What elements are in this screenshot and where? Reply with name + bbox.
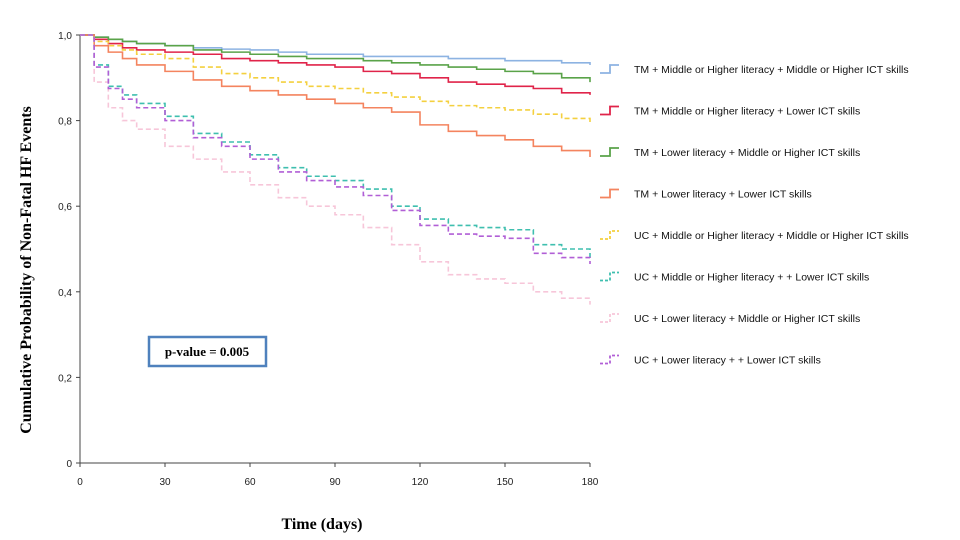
legend-entry-7: UC + Lower literacy + Middle or Higher I… <box>600 313 860 325</box>
legend-label: TM + Middle or Higher literacy + Lower I… <box>634 106 860 118</box>
legend-label: UC + Lower literacy + Middle or Higher I… <box>634 313 860 325</box>
p-value-box-border <box>147 335 268 368</box>
legend-swatch <box>600 147 619 157</box>
series-line-7 <box>80 34 591 305</box>
tick-layer: 0 30 60 90 120 150 180 0 0,2 0,4 0,6 0,8 1,0 <box>58 31 599 488</box>
legend-swatch <box>600 354 619 365</box>
legend-swatch <box>600 271 619 282</box>
y-tick-label: 0,6 <box>58 202 72 213</box>
y-tick-label: 0,8 <box>58 117 72 128</box>
legend-entry-5: UC + Middle or Higher literacy + Middle … <box>600 230 909 242</box>
series-line-4 <box>80 34 591 157</box>
legend-swatch <box>600 188 619 199</box>
legend-label: UC + Middle or Higher literacy + + Lower… <box>634 272 869 284</box>
legend-swatch <box>600 313 619 323</box>
legend-entry-2: TM + Middle or Higher literacy + Lower I… <box>600 106 860 118</box>
p-value-annotation: p-value = 0.005 <box>165 344 250 359</box>
x-tick-label: 180 <box>582 477 599 488</box>
legend-entry-8: UC + Lower literacy + + Lower ICT skills <box>600 355 821 367</box>
x-tick-label: 150 <box>497 477 514 488</box>
y-tick-label: 1,0 <box>58 31 72 42</box>
series-line-3 <box>80 34 591 83</box>
legend-entry-6: UC + Middle or Higher literacy + + Lower… <box>600 272 869 284</box>
legend-entry-4: TM + Lower literacy + Lower ICT skills <box>600 189 812 201</box>
x-tick-label: 30 <box>159 477 171 488</box>
series-layer <box>80 34 591 305</box>
series-line-2 <box>80 34 591 95</box>
y-tick-label: 0,4 <box>58 288 72 299</box>
series-line-5 <box>80 34 591 123</box>
x-tick-label: 0 <box>77 477 83 488</box>
y-tick-label: 0,2 <box>58 373 72 384</box>
series-line-8 <box>80 34 591 264</box>
y-axis-title: Cumulative Probability of Non-Fatal HF E… <box>18 106 35 434</box>
legend-swatch <box>600 64 619 74</box>
p-value-box: p-value = 0.005 <box>147 335 268 368</box>
x-tick-label: 90 <box>329 477 341 488</box>
legend-swatch <box>600 230 619 240</box>
x-tick-label: 120 <box>412 477 429 488</box>
x-tick-label: 60 <box>244 477 256 488</box>
legend-label: TM + Middle or Higher literacy + Middle … <box>634 64 909 76</box>
legend-label: TM + Lower literacy + Middle or Higher I… <box>634 147 860 159</box>
legend-entry-3: TM + Lower literacy + Middle or Higher I… <box>600 147 860 159</box>
legend-swatch <box>600 105 619 116</box>
legend-label: TM + Lower literacy + Lower ICT skills <box>634 189 812 201</box>
legend-entry-1: TM + Middle or Higher literacy + Middle … <box>600 64 909 76</box>
x-axis-title: Time (days) <box>281 516 362 533</box>
y-tick-label: 0 <box>66 459 72 470</box>
series-line-6 <box>80 34 591 258</box>
legend-label: UC + Lower literacy + + Lower ICT skills <box>634 355 821 367</box>
legend: TM + Middle or Higher literacy + Middle … <box>600 64 909 367</box>
legend-label: UC + Middle or Higher literacy + Middle … <box>634 230 909 242</box>
